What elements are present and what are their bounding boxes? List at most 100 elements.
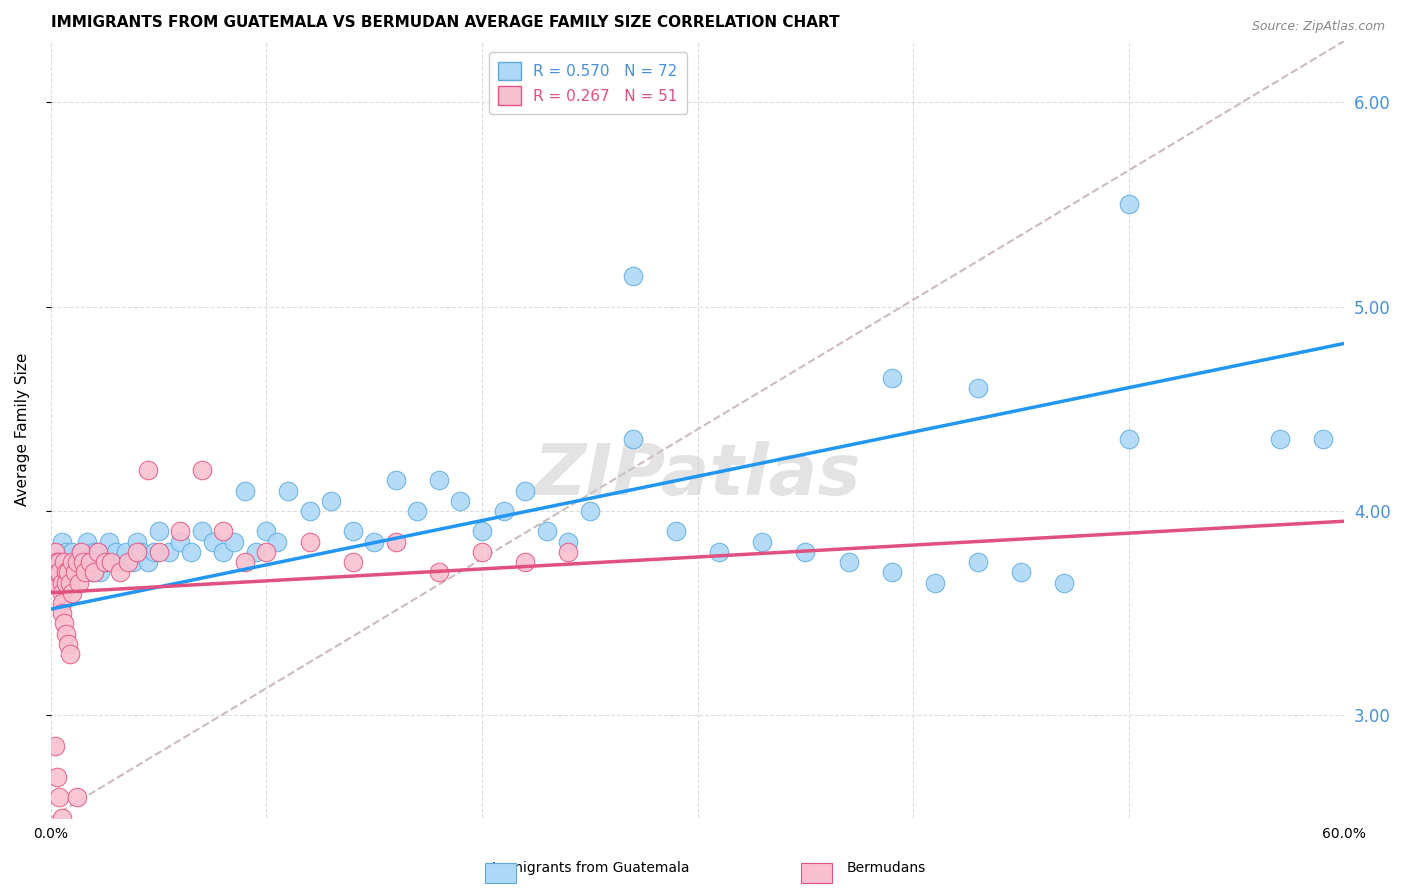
Point xyxy=(60,555,83,569)
Point xyxy=(838,555,860,569)
Point xyxy=(1268,433,1291,447)
Point xyxy=(84,555,107,569)
Point xyxy=(108,555,131,569)
Point xyxy=(665,524,688,539)
Point xyxy=(46,770,69,784)
Point xyxy=(59,555,82,569)
Text: Bermudans: Bermudans xyxy=(846,862,925,875)
Point xyxy=(557,545,579,559)
Point xyxy=(48,555,70,569)
Point xyxy=(63,566,86,580)
Point xyxy=(51,575,73,590)
Point xyxy=(108,566,131,580)
Point xyxy=(157,545,180,559)
Point xyxy=(233,555,256,569)
Text: Immigrants from Guatemala: Immigrants from Guatemala xyxy=(492,862,689,875)
Point xyxy=(93,555,115,569)
Point xyxy=(621,268,644,283)
Point xyxy=(55,545,77,559)
Point xyxy=(880,371,903,385)
Point xyxy=(363,534,385,549)
Point xyxy=(427,474,450,488)
Point xyxy=(212,545,235,559)
Point xyxy=(449,493,471,508)
Point xyxy=(148,524,170,539)
Point xyxy=(471,545,494,559)
Point xyxy=(51,534,73,549)
Point xyxy=(87,545,110,559)
Point xyxy=(79,555,101,569)
Point xyxy=(44,545,66,559)
Point xyxy=(51,811,73,825)
Point xyxy=(492,504,515,518)
Point xyxy=(72,555,94,569)
Point xyxy=(169,524,191,539)
Point xyxy=(48,790,70,805)
Point xyxy=(66,555,89,569)
Point xyxy=(56,871,79,886)
Point xyxy=(46,575,69,590)
Point xyxy=(515,483,537,498)
Point xyxy=(233,483,256,498)
Point xyxy=(148,545,170,559)
Point xyxy=(136,463,159,477)
Point xyxy=(967,381,990,395)
Point xyxy=(70,545,93,559)
Point xyxy=(190,463,212,477)
Point xyxy=(83,566,105,580)
Point xyxy=(709,545,731,559)
Point xyxy=(254,545,277,559)
Point xyxy=(384,474,406,488)
Text: Source: ZipAtlas.com: Source: ZipAtlas.com xyxy=(1251,20,1385,33)
Point xyxy=(100,555,122,569)
Point xyxy=(254,524,277,539)
Point xyxy=(104,545,127,559)
Point xyxy=(406,504,429,518)
Point xyxy=(201,534,224,549)
Point xyxy=(924,575,946,590)
Point xyxy=(72,555,94,569)
Point xyxy=(384,534,406,549)
Point xyxy=(536,524,558,539)
Point xyxy=(76,534,98,549)
Point xyxy=(70,545,93,559)
Point xyxy=(471,524,494,539)
Point xyxy=(115,545,138,559)
Point xyxy=(52,555,75,569)
Point xyxy=(621,433,644,447)
Point xyxy=(427,566,450,580)
Point xyxy=(131,545,153,559)
Point xyxy=(277,483,299,498)
Legend: R = 0.570   N = 72, R = 0.267   N = 51: R = 0.570 N = 72, R = 0.267 N = 51 xyxy=(489,53,686,114)
Point xyxy=(1312,433,1334,447)
Point xyxy=(56,566,79,580)
Point xyxy=(66,566,89,580)
Point xyxy=(55,851,77,865)
Point xyxy=(55,566,77,580)
Point xyxy=(180,545,202,559)
Point xyxy=(51,586,73,600)
Point xyxy=(79,555,101,569)
Point xyxy=(59,575,82,590)
Point xyxy=(967,555,990,569)
Text: ZIPatlas: ZIPatlas xyxy=(534,442,862,510)
Point xyxy=(136,555,159,569)
Point xyxy=(52,616,75,631)
Point xyxy=(93,555,115,569)
Point xyxy=(63,555,86,569)
Point xyxy=(59,647,82,661)
Point xyxy=(56,566,79,580)
Point xyxy=(190,524,212,539)
Point xyxy=(342,555,364,569)
Point xyxy=(66,790,89,805)
Point xyxy=(42,555,65,569)
Point xyxy=(89,566,111,580)
Point xyxy=(1053,575,1076,590)
Point xyxy=(44,739,66,753)
Point xyxy=(46,545,69,559)
Point xyxy=(266,534,288,549)
Point xyxy=(44,566,66,580)
Point xyxy=(751,534,773,549)
Point xyxy=(44,555,66,569)
Point xyxy=(67,575,90,590)
